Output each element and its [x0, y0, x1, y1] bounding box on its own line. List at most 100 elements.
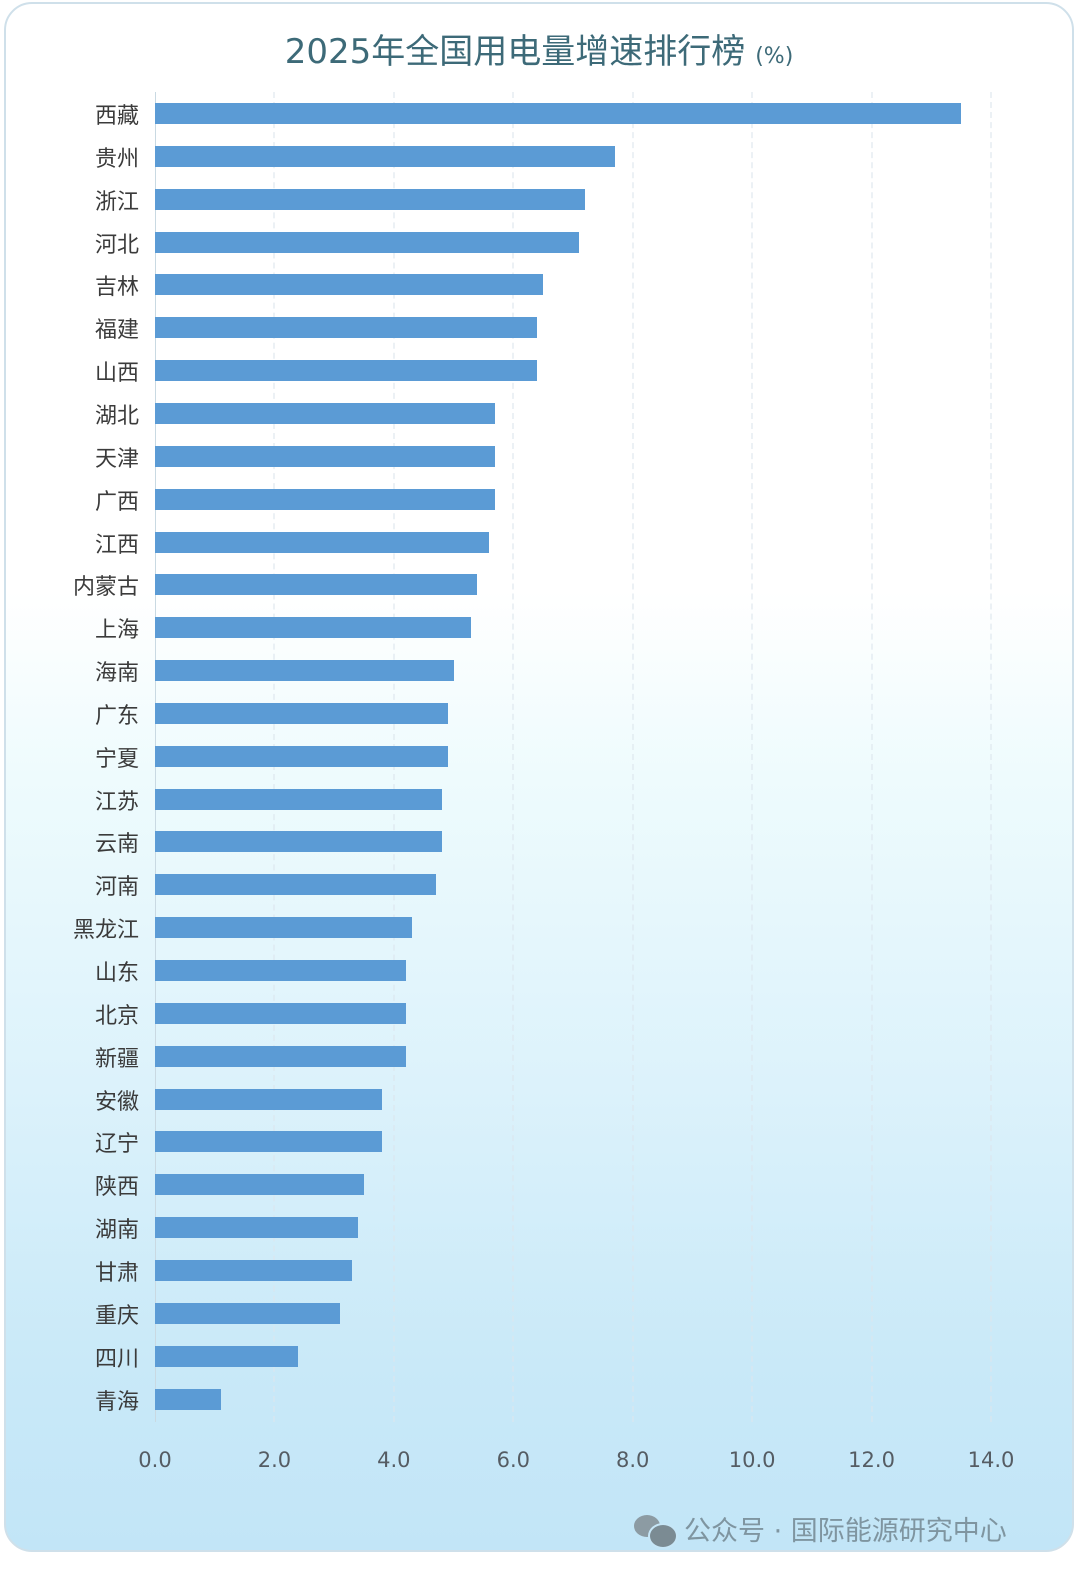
bar — [155, 402, 496, 424]
bar-row: 广东 — [6, 692, 991, 734]
category-label: 青海 — [94, 1389, 139, 1415]
bar-row: 安徽 — [6, 1078, 991, 1120]
bar — [155, 660, 454, 682]
category-label: 四川 — [94, 1346, 139, 1372]
bar-row: 山东 — [6, 949, 991, 991]
category-label: 福建 — [94, 318, 139, 344]
category-label: 河北 — [94, 232, 139, 258]
category-label: 安徽 — [94, 1089, 139, 1115]
bar-row: 河南 — [6, 863, 991, 905]
bar — [155, 1002, 406, 1024]
category-label: 天津 — [94, 446, 139, 472]
bar-row: 青海 — [6, 1378, 991, 1420]
bar-row: 新疆 — [6, 1035, 991, 1077]
category-label: 陕西 — [94, 1175, 139, 1201]
bar — [155, 1302, 341, 1324]
category-label: 云南 — [94, 832, 139, 858]
bar — [155, 874, 436, 896]
x-tick-label: 10.0 — [728, 1448, 776, 1472]
bar — [155, 103, 962, 124]
bar — [155, 317, 538, 339]
bar-row: 陕西 — [6, 1163, 991, 1205]
bar-row: 宁夏 — [6, 735, 991, 777]
bar — [155, 145, 615, 167]
bar-row: 广西 — [6, 478, 991, 520]
bar-row: 吉林 — [6, 263, 991, 305]
bar-row: 河北 — [6, 221, 991, 263]
gridline — [870, 92, 873, 1422]
category-label: 新疆 — [94, 1046, 139, 1072]
bar-row: 内蒙古 — [6, 563, 991, 605]
bar — [155, 360, 538, 382]
bar — [155, 831, 442, 853]
bar — [155, 1088, 382, 1110]
bar-row: 浙江 — [6, 178, 991, 220]
x-tick-label: 2.0 — [257, 1448, 292, 1472]
category-label: 宁夏 — [94, 746, 139, 772]
category-label: 河南 — [94, 875, 139, 901]
category-label: 山西 — [94, 361, 139, 387]
chart-card: 2025年全国用电量增速排行榜 (%) 西藏贵州浙江河北吉林福建山西湖北天津广西江… — [4, 2, 1074, 1552]
bar — [155, 617, 472, 639]
bar — [155, 1217, 359, 1239]
bar — [155, 1174, 364, 1196]
category-label: 黑龙江 — [72, 918, 139, 944]
category-label: 广西 — [94, 489, 139, 515]
category-label: 江西 — [94, 532, 139, 558]
bar — [155, 188, 585, 210]
chart-title-text: 2025年全国用电量增速排行榜 — [284, 32, 746, 72]
chart-title: 2025年全国用电量增速排行榜 (%) — [6, 24, 1072, 73]
bar-row: 辽宁 — [6, 1120, 991, 1162]
bar-row: 江西 — [6, 521, 991, 563]
bar — [155, 1345, 299, 1367]
bar-row: 黑龙江 — [6, 906, 991, 948]
bar-row: 海南 — [6, 649, 991, 691]
gridline — [512, 92, 515, 1422]
bar-row: 湖北 — [6, 392, 991, 434]
bar-row: 重庆 — [6, 1292, 991, 1334]
wechat-icon — [634, 1513, 678, 1549]
chart-title-unit: (%) — [755, 44, 794, 69]
category-label: 浙江 — [94, 189, 139, 215]
bar-row: 云南 — [6, 820, 991, 862]
bar — [155, 1045, 406, 1067]
bar-row: 甘肃 — [6, 1249, 991, 1291]
category-label: 广东 — [94, 703, 139, 729]
plot-area: 西藏 贵州 浙江 河北 吉林 福建 山西 湖北 天津 广西 江西 内蒙古 上海 海南 广东 宁夏 江苏 云南 河南黑… — [73, 92, 992, 1422]
bar — [155, 445, 496, 467]
category-label: 重庆 — [94, 1303, 139, 1329]
bar-row: 福建 — [6, 306, 991, 348]
x-tick-label: 6.0 — [496, 1448, 530, 1472]
x-tick-label: 12.0 — [848, 1448, 895, 1472]
bar — [155, 531, 490, 553]
footer-watermark: 公众号 · 国际能源研究中心 — [634, 1509, 1007, 1549]
bar — [155, 960, 406, 981]
category-label: 江苏 — [94, 789, 139, 815]
x-tick-label: 8.0 — [616, 1448, 650, 1472]
category-label: 海南 — [94, 661, 139, 687]
bar-row: 山西 — [6, 349, 991, 391]
category-label: 甘肃 — [94, 1260, 139, 1286]
bar — [155, 788, 442, 810]
bar — [155, 917, 412, 939]
bar — [155, 1259, 353, 1281]
bar-row: 天津 — [6, 435, 991, 477]
gridline — [631, 92, 634, 1422]
category-label: 吉林 — [94, 275, 139, 301]
category-label: 上海 — [94, 618, 139, 644]
bar-row: 四川 — [6, 1335, 991, 1377]
bar-row: 西藏 — [6, 92, 991, 134]
category-label: 辽宁 — [94, 1132, 139, 1158]
category-label: 湖南 — [94, 1218, 139, 1244]
bar — [155, 1388, 221, 1410]
category-label: 北京 — [94, 1003, 139, 1029]
bar-row: 上海 — [6, 606, 991, 648]
x-tick-label: 14.0 — [967, 1448, 1015, 1472]
footer-text: 公众号 · 国际能源研究中心 — [684, 1516, 1007, 1547]
bar-row: 江苏 — [6, 778, 991, 820]
category-label: 贵州 — [94, 146, 139, 172]
x-tick-label: 4.0 — [377, 1448, 411, 1472]
gridline — [990, 92, 992, 1422]
bar — [155, 274, 544, 296]
bar-row: 湖南 — [6, 1206, 991, 1248]
